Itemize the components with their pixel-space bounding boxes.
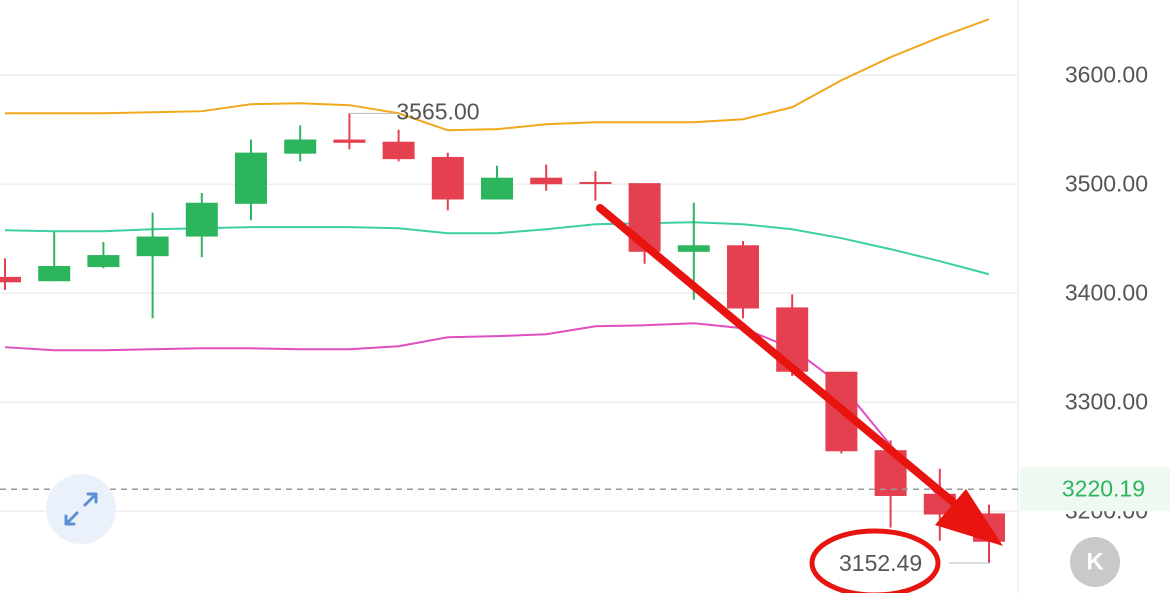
kline-button[interactable]: K [1070,537,1120,587]
y-tick-label: 3300.00 [1065,388,1148,414]
annotation-label: 3565.00 [396,98,479,124]
candle-body [0,276,21,283]
annotation-label: 3152.49 [839,550,922,576]
overlay: 3565.00 3152.49 3220.19 [0,98,1170,576]
y-tick-label: 3600.00 [1065,61,1148,87]
last-price-box [1020,467,1170,512]
candle-body [481,177,513,200]
candle-body [235,152,267,204]
candle-body [38,265,71,282]
candle-body [727,245,759,309]
bands [4,18,990,532]
y-tick-label: 3500.00 [1065,170,1148,196]
candle-body [136,236,169,257]
band-line [4,322,990,532]
candles [0,113,1005,564]
candle-body [185,202,218,237]
band-line [5,18,990,132]
candle-body [382,141,415,160]
last-price-label: 3220.19 [1062,475,1145,501]
band-line [4,221,990,276]
candle-body [530,177,563,185]
expand-button[interactable] [46,474,116,544]
red-arrow [596,204,1003,546]
candle-body [579,182,612,185]
candle-body [333,139,366,143]
candle-body [677,245,710,252]
candle-body [284,139,317,154]
candle-body [87,255,120,268]
y-tick-label: 3400.00 [1065,279,1148,305]
kline-button-label[interactable]: K [1086,548,1104,575]
candle-body [431,156,464,200]
